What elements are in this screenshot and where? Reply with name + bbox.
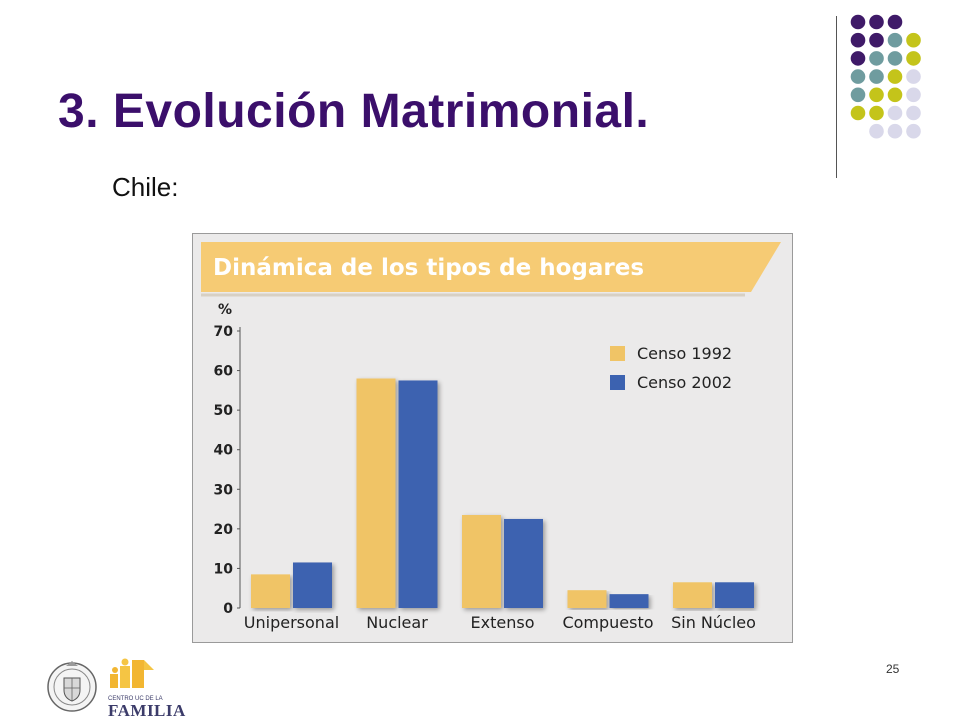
decorative-dot — [887, 105, 903, 121]
chart-title: Dinámica de los tipos de hogares — [213, 255, 644, 281]
decorative-dot — [869, 105, 884, 121]
decorative-dot — [869, 32, 884, 48]
decorative-dot — [887, 69, 903, 84]
decorative-dot — [906, 87, 921, 103]
bar-2002 — [609, 594, 649, 608]
decorative-dot — [850, 14, 866, 30]
y-tick-label: 10 — [214, 561, 234, 577]
y-tick-label: 40 — [214, 443, 234, 459]
decorative-dot — [850, 87, 866, 103]
legend-label: Censo 1992 — [637, 344, 732, 363]
bar-2002 — [398, 380, 438, 608]
decorative-dot — [850, 51, 866, 66]
y-tick-label: 50 — [214, 403, 234, 419]
logo-familia-text: FAMILIA — [108, 701, 186, 720]
legend-swatch — [610, 346, 625, 361]
centro-uc-familia-logo: CENTRO UC DE LA FAMILIA — [108, 658, 186, 720]
y-tick-label: 60 — [214, 364, 234, 380]
decorative-dot — [850, 105, 866, 121]
decorative-dot — [887, 32, 903, 48]
decorative-dot — [869, 51, 884, 66]
decorative-dot — [887, 123, 903, 139]
bar-1992 — [251, 574, 290, 608]
decorative-divider-line — [836, 16, 837, 178]
x-category-label: Compuesto — [562, 613, 653, 632]
x-category-label: Sin Núcleo — [671, 613, 756, 632]
bar-1992 — [462, 515, 501, 608]
decorative-dot — [850, 69, 866, 84]
decorative-dot — [906, 51, 921, 66]
decorative-dot-grid — [850, 14, 921, 139]
bar-chart: Dinámica de los tipos de hogares% 0 10 20 30… — [201, 242, 781, 632]
chart-title-banner — [201, 242, 781, 292]
bar-1992 — [673, 582, 712, 608]
page-number: 25 — [886, 662, 900, 676]
decorative-dot — [906, 32, 921, 48]
chart-panel: Dinámica de los tipos de hogares% 0 10 20 30… — [192, 233, 793, 643]
y-axis-label: % — [218, 302, 232, 318]
bar-2002 — [504, 518, 543, 608]
y-tick-label: 30 — [214, 482, 234, 498]
decorative-dot — [906, 123, 921, 139]
y-tick-label: 0 — [223, 601, 233, 617]
legend-label: Censo 2002 — [637, 373, 732, 392]
slide-title: 3. Evolución Matrimonial. — [58, 85, 650, 138]
decorative-dot — [887, 14, 903, 30]
bar-1992 — [567, 590, 607, 608]
y-tick-label: 20 — [214, 522, 234, 538]
decorative-dot — [869, 14, 884, 30]
university-seal-icon — [47, 661, 97, 712]
decorative-dot — [887, 51, 903, 66]
y-tick-label: 70 — [214, 324, 234, 340]
bar-2002 — [715, 582, 754, 608]
legend-swatch — [610, 375, 625, 390]
decorative-dot — [869, 123, 884, 139]
x-category-label: Unipersonal — [244, 613, 339, 632]
bar-2002 — [293, 562, 332, 608]
x-category-label: Nuclear — [366, 613, 428, 632]
decorative-dot — [850, 32, 866, 48]
bar-1992 — [356, 378, 396, 608]
decorative-dot — [869, 69, 884, 84]
decorative-dot — [869, 87, 884, 103]
decorative-dot — [906, 105, 921, 121]
slide-subtitle: Chile: — [112, 172, 179, 202]
decorative-dot — [887, 87, 903, 103]
decorative-dot — [906, 69, 921, 84]
x-category-label: Extenso — [471, 613, 535, 632]
logo-small-text: CENTRO UC DE LA — [108, 696, 163, 702]
